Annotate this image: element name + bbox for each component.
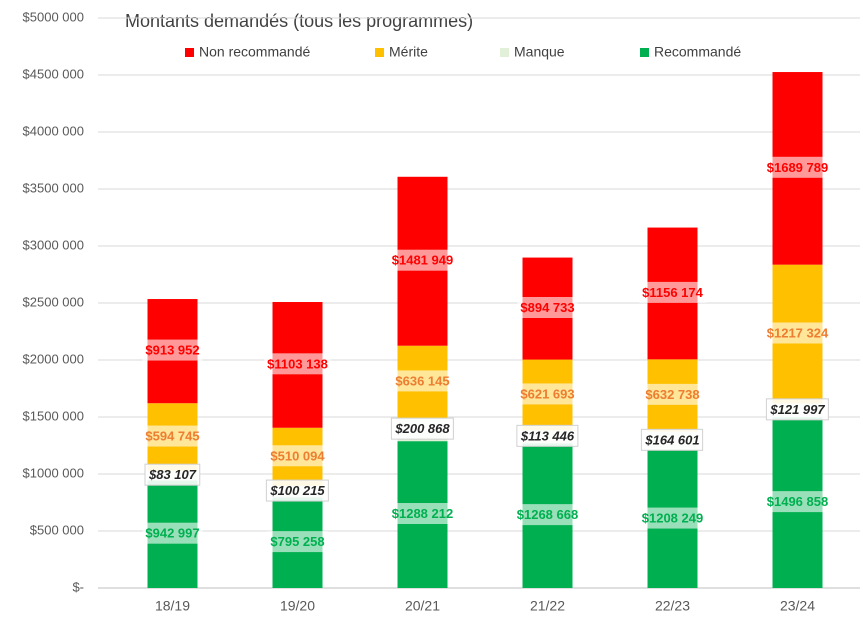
x-tick-label: 18/19 — [155, 598, 190, 614]
data-label: $121 997 — [769, 402, 825, 417]
data-label: $164 601 — [644, 432, 699, 447]
data-label: $1156 174 — [642, 285, 704, 300]
data-label: $636 145 — [395, 373, 449, 388]
legend-swatch — [500, 48, 509, 57]
data-label-bg — [267, 445, 329, 467]
data-label-bg — [517, 383, 578, 405]
data-label: $113 446 — [520, 428, 575, 443]
data-label-bg — [264, 353, 331, 375]
chart-title: Montants demandés (tous les programmes) — [125, 11, 473, 31]
data-label-bg — [392, 370, 453, 392]
y-tick-label: $5000 000 — [23, 9, 84, 24]
data-label-bg — [638, 507, 707, 529]
data-label: $795 258 — [270, 534, 324, 549]
y-tick-label: $2500 000 — [23, 294, 84, 309]
y-tick-label: $3500 000 — [23, 180, 84, 195]
data-label-bg — [390, 417, 454, 440]
data-label: $942 997 — [145, 526, 199, 541]
legend-label: Recommandé — [654, 44, 741, 60]
data-label: $1268 668 — [517, 507, 578, 522]
x-tick-label: 22/23 — [655, 598, 690, 614]
data-label-bg — [763, 491, 832, 513]
legend-swatch — [640, 48, 649, 57]
data-label-bg — [642, 383, 703, 405]
data-label: $100 215 — [269, 483, 325, 498]
data-label: $632 738 — [645, 387, 699, 402]
data-label: $1496 858 — [767, 494, 828, 509]
y-tick-label: $500 000 — [30, 522, 84, 537]
data-label-bg — [517, 297, 578, 319]
data-label-bg — [388, 503, 457, 525]
x-tick-label: 23/24 — [780, 598, 815, 614]
data-label: $510 094 — [270, 448, 325, 463]
y-tick-label: $1500 000 — [23, 408, 84, 423]
data-label-bg — [142, 522, 203, 544]
data-label-bg — [513, 504, 582, 526]
legend-label: Non recommandé — [199, 44, 310, 60]
data-label-bg — [639, 281, 707, 303]
data-label-bg — [265, 479, 329, 502]
data-label: $621 693 — [520, 386, 574, 401]
y-tick-label: $2000 000 — [23, 351, 84, 366]
data-label: $1208 249 — [642, 511, 703, 526]
data-label: $894 733 — [520, 300, 574, 315]
legend-label: Manque — [514, 44, 565, 60]
y-tick-label: $1000 000 — [23, 465, 84, 480]
x-tick-label: 19/20 — [280, 598, 315, 614]
y-tick-label: $4500 000 — [23, 66, 84, 81]
data-label-bg — [640, 428, 704, 451]
data-label-bg — [765, 398, 829, 421]
y-tick-label: $3000 000 — [23, 237, 84, 252]
data-label-bg — [144, 463, 201, 486]
x-tick-label: 20/21 — [405, 598, 440, 614]
data-label-bg — [516, 424, 579, 447]
data-label: $200 868 — [394, 421, 450, 436]
legend-swatch — [185, 48, 194, 57]
y-tick-label: $4000 000 — [23, 123, 84, 138]
data-label-bg — [763, 322, 832, 344]
data-label: $1689 789 — [767, 160, 828, 175]
data-label: $1288 212 — [392, 506, 453, 521]
data-label: $1103 138 — [267, 356, 328, 371]
legend-swatch — [375, 48, 384, 57]
data-label-bg — [267, 531, 328, 553]
data-label-bg — [142, 425, 203, 447]
y-tick-label: $- — [72, 579, 84, 594]
data-label-bg — [388, 249, 457, 271]
data-label: $83 107 — [148, 467, 197, 482]
x-tick-label: 21/22 — [530, 598, 565, 614]
data-label: $1481 949 — [392, 253, 453, 268]
data-label: $913 952 — [145, 343, 199, 358]
data-label: $1217 324 — [767, 326, 829, 341]
legend-label: Mérite — [389, 44, 428, 60]
data-label-bg — [763, 156, 832, 178]
data-label: $594 745 — [145, 429, 199, 444]
data-label-bg — [142, 339, 203, 361]
